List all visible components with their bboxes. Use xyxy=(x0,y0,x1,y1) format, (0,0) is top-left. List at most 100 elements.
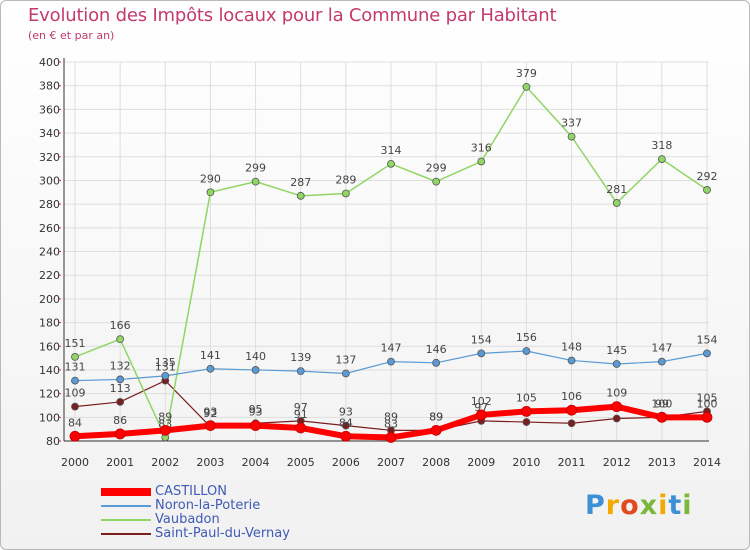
data-point xyxy=(432,177,441,186)
data-label: 166 xyxy=(110,319,131,332)
data-label: 105 xyxy=(697,391,718,404)
data-point xyxy=(387,357,395,366)
legend-label: CASTILLON xyxy=(155,484,227,499)
data-point xyxy=(341,369,350,378)
logo-letter: i xyxy=(658,490,669,521)
data-label: 97 xyxy=(474,401,488,414)
data-point xyxy=(159,424,171,436)
data-label: 337 xyxy=(561,117,582,130)
data-label: 89 xyxy=(429,410,443,423)
data-point xyxy=(477,157,486,166)
data-point xyxy=(430,424,442,436)
data-label: 146 xyxy=(426,343,447,356)
x-tick-label: 2009 xyxy=(467,456,495,469)
x-tick-label: 2003 xyxy=(196,456,224,469)
logo-letter: o xyxy=(620,490,640,521)
legend-swatch xyxy=(101,533,151,535)
x-tick-label: 2014 xyxy=(693,456,721,469)
data-label: 290 xyxy=(200,172,221,185)
y-tick-label: 200 xyxy=(39,293,60,306)
data-label: 91 xyxy=(294,408,308,421)
data-label: 113 xyxy=(110,382,131,395)
data-label: 132 xyxy=(110,359,131,372)
legend-label: Noron-la-Poterie xyxy=(155,498,261,513)
data-label: 109 xyxy=(606,387,627,400)
data-point xyxy=(567,132,576,141)
data-label: 289 xyxy=(335,173,356,186)
data-label: 89 xyxy=(429,410,443,423)
data-label: 148 xyxy=(561,340,582,353)
legend-swatch xyxy=(101,519,151,521)
chart-title: Evolution des Impôts locaux pour la Comm… xyxy=(28,5,557,26)
y-tick-label: 400 xyxy=(39,56,60,69)
legend-label: Saint-Paul-du-Vernay xyxy=(155,526,290,541)
data-point xyxy=(71,353,79,361)
data-label: 109 xyxy=(65,387,86,400)
x-tick-label: 2000 xyxy=(61,456,89,469)
data-point xyxy=(161,371,170,380)
x-tick-label: 2004 xyxy=(242,456,270,469)
data-point xyxy=(566,404,577,416)
data-point xyxy=(69,430,81,442)
data-point xyxy=(340,430,352,442)
y-tick-label: 260 xyxy=(39,222,60,235)
data-point xyxy=(522,82,531,91)
data-label: 99 xyxy=(655,397,669,410)
y-tick-label: 220 xyxy=(39,269,60,282)
data-label: 281 xyxy=(606,183,627,196)
data-point xyxy=(612,360,621,368)
data-label: 89 xyxy=(384,410,398,423)
data-label: 147 xyxy=(381,342,402,355)
y-tick-label: 100 xyxy=(39,411,60,424)
data-label: 151 xyxy=(65,337,86,350)
data-label: 379 xyxy=(516,67,537,80)
logo-letter: r xyxy=(605,490,621,521)
data-point xyxy=(251,177,260,186)
data-point xyxy=(521,405,532,417)
data-label: 83 xyxy=(384,417,398,430)
y-tick-label: 160 xyxy=(39,340,60,353)
data-point xyxy=(205,420,216,432)
data-point xyxy=(296,191,305,200)
data-point xyxy=(114,428,126,440)
data-label: 318 xyxy=(651,139,672,152)
x-tick-label: 2012 xyxy=(603,456,631,469)
y-tick-label: 360 xyxy=(39,103,60,116)
data-point xyxy=(432,358,441,367)
data-label: 299 xyxy=(426,162,447,175)
logo-letter: t xyxy=(668,490,683,521)
data-label: 145 xyxy=(606,344,627,357)
legend-swatch xyxy=(101,505,151,507)
data-point xyxy=(522,347,531,355)
data-point xyxy=(387,159,395,168)
y-tick-label: 140 xyxy=(39,364,60,377)
data-label: 131 xyxy=(65,361,86,374)
data-label: 140 xyxy=(245,350,266,363)
data-point xyxy=(295,422,307,434)
logo-letter: x xyxy=(639,490,659,521)
data-point xyxy=(116,335,125,344)
legend-label: Vaubadon xyxy=(155,512,220,527)
data-point xyxy=(206,188,215,197)
data-label: 100 xyxy=(651,397,672,410)
data-point xyxy=(567,419,576,428)
data-point xyxy=(385,432,397,443)
data-label: 154 xyxy=(697,333,718,346)
data-label: 314 xyxy=(381,144,402,157)
data-label: 135 xyxy=(155,356,176,369)
x-tick-label: 2008 xyxy=(422,456,450,469)
legend-swatch xyxy=(101,488,151,496)
data-label: 100 xyxy=(697,397,718,410)
data-point xyxy=(477,349,486,358)
logo-letter: P xyxy=(585,490,606,521)
data-point xyxy=(341,189,350,198)
data-label: 95 xyxy=(249,403,263,416)
y-tick-label: 120 xyxy=(39,388,60,401)
proxiti-logo: Proxiti xyxy=(585,490,693,521)
x-tick-label: 2007 xyxy=(377,456,405,469)
y-tick-label: 340 xyxy=(39,127,60,140)
chart-subtitle: (en € et par an) xyxy=(28,29,115,42)
data-label: 137 xyxy=(335,353,356,366)
